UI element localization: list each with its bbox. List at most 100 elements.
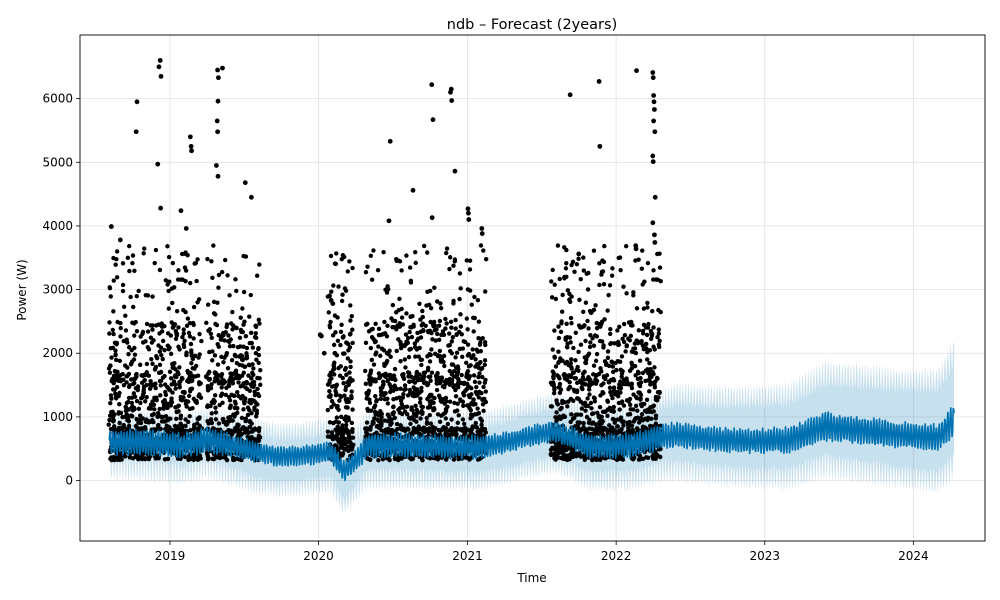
observed-point bbox=[374, 430, 379, 435]
observed-point bbox=[331, 372, 337, 377]
observed-point bbox=[398, 386, 403, 391]
observed-point bbox=[112, 424, 117, 429]
observed-point bbox=[246, 373, 251, 378]
observed-point bbox=[198, 395, 204, 400]
observed-point bbox=[649, 416, 654, 422]
observed-point bbox=[239, 431, 244, 437]
observed-point bbox=[191, 426, 196, 432]
observed-point bbox=[398, 339, 403, 345]
observed-point bbox=[154, 395, 159, 400]
observed-point bbox=[165, 405, 170, 411]
observed-point bbox=[424, 419, 430, 425]
observed-point bbox=[210, 349, 215, 354]
observed-point bbox=[197, 415, 202, 420]
observed-point bbox=[211, 299, 217, 305]
observed-point bbox=[376, 326, 382, 332]
observed-point bbox=[112, 412, 117, 417]
observed-point bbox=[189, 386, 195, 391]
observed-point bbox=[633, 350, 639, 356]
observed-point bbox=[180, 335, 185, 340]
observed-point bbox=[136, 406, 142, 411]
observed-point bbox=[211, 243, 216, 248]
observed-point bbox=[645, 305, 650, 310]
observed-point bbox=[397, 296, 402, 302]
observed-point bbox=[238, 315, 243, 320]
observed-point bbox=[392, 366, 398, 372]
observed-point bbox=[477, 342, 483, 347]
observed-point bbox=[399, 268, 404, 273]
observed-point bbox=[428, 305, 434, 311]
observed-point bbox=[225, 366, 231, 371]
observed-point bbox=[465, 210, 471, 216]
observed-point bbox=[342, 446, 347, 452]
observed-point bbox=[173, 429, 179, 435]
observed-point bbox=[611, 404, 616, 410]
observed-point bbox=[165, 456, 171, 462]
observed-point bbox=[363, 368, 368, 374]
observed-point bbox=[190, 406, 195, 411]
observed-point bbox=[336, 284, 341, 289]
observed-point bbox=[651, 268, 656, 273]
x-tick-label: 2019 bbox=[155, 549, 186, 563]
observed-point bbox=[344, 372, 349, 377]
observed-point bbox=[189, 361, 194, 366]
observed-point bbox=[168, 399, 174, 404]
observed-point bbox=[571, 345, 576, 351]
observed-point bbox=[177, 347, 182, 352]
observed-point bbox=[447, 399, 453, 404]
observed-point bbox=[207, 327, 213, 332]
observed-point bbox=[655, 376, 660, 381]
observed-point bbox=[443, 426, 449, 431]
x-tick-label: 2020 bbox=[303, 549, 334, 563]
observed-point bbox=[583, 408, 588, 413]
observed-point bbox=[421, 328, 426, 334]
observed-point bbox=[370, 326, 375, 332]
observed-point bbox=[634, 68, 639, 74]
observed-point bbox=[577, 297, 582, 302]
observed-point bbox=[368, 370, 373, 376]
observed-point bbox=[194, 278, 199, 284]
observed-point bbox=[648, 382, 653, 387]
observed-point bbox=[221, 416, 226, 422]
observed-point bbox=[460, 417, 466, 422]
observed-point bbox=[465, 368, 471, 374]
observed-point bbox=[126, 399, 131, 405]
observed-point bbox=[657, 389, 662, 395]
observed-point bbox=[239, 415, 245, 421]
observed-point bbox=[449, 339, 455, 344]
observed-point bbox=[331, 283, 336, 288]
observed-point bbox=[137, 413, 143, 418]
observed-point bbox=[657, 251, 662, 256]
observed-point bbox=[108, 393, 114, 398]
observed-point bbox=[133, 319, 138, 325]
observed-point bbox=[205, 302, 211, 307]
observed-point bbox=[472, 379, 478, 385]
observed-point bbox=[156, 64, 162, 70]
observed-point bbox=[368, 382, 373, 387]
observed-point bbox=[605, 349, 611, 354]
observed-point bbox=[134, 293, 139, 299]
observed-point bbox=[430, 117, 436, 123]
observed-point bbox=[155, 161, 161, 167]
observed-point bbox=[587, 344, 593, 350]
observed-point bbox=[557, 381, 563, 387]
observed-point bbox=[222, 338, 227, 343]
observed-point bbox=[601, 259, 607, 265]
observed-point bbox=[408, 280, 414, 285]
observed-point bbox=[349, 313, 355, 319]
observed-point bbox=[188, 341, 194, 347]
observed-point bbox=[645, 455, 651, 461]
observed-point bbox=[638, 375, 643, 381]
observed-point bbox=[152, 260, 157, 266]
observed-point bbox=[248, 330, 254, 335]
observed-point bbox=[455, 408, 460, 413]
observed-point bbox=[482, 358, 488, 363]
observed-point bbox=[657, 344, 662, 350]
observed-point bbox=[162, 373, 167, 379]
observed-point bbox=[629, 382, 634, 387]
observed-point bbox=[459, 332, 464, 337]
observed-point bbox=[591, 363, 597, 368]
observed-point bbox=[121, 377, 126, 382]
observed-point bbox=[241, 289, 247, 295]
observed-point bbox=[373, 339, 378, 344]
